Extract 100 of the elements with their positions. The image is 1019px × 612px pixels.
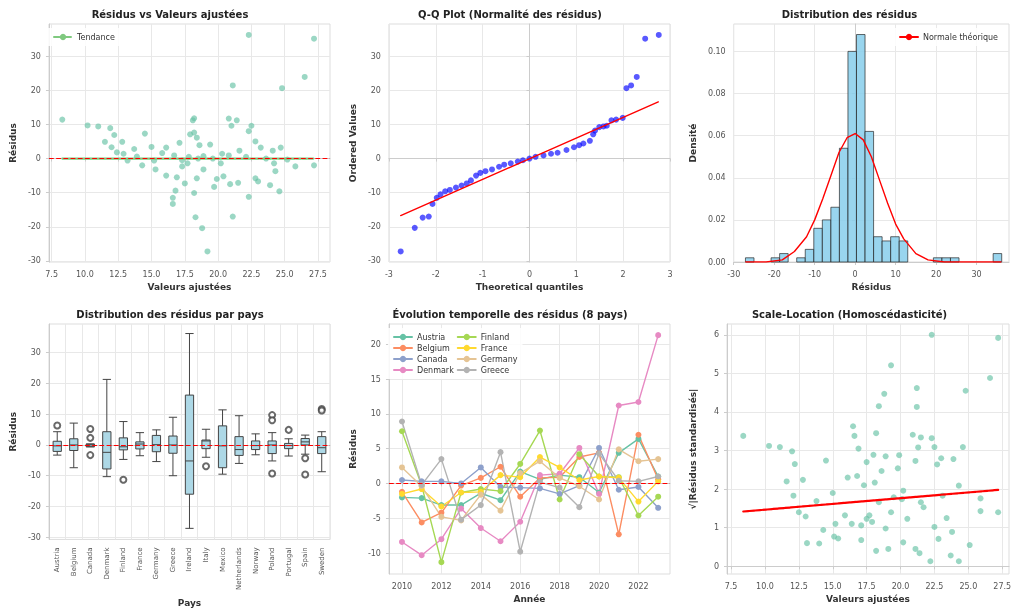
x-tick-label: 15.0 [823,581,842,591]
legend-label: France [480,343,508,353]
y-tick-label: -20 [367,222,381,232]
chart-title: Distribution des résidus [781,8,918,20]
y-tick-label: 10 [370,119,381,129]
x-tick-label: -30 [727,269,741,279]
x-tick-label: 12.5 [789,581,808,591]
y-tick-label: -20 [27,222,41,232]
legend-label: Denmark [417,365,455,375]
legend-label: Tendance [76,32,115,42]
x-axis-title: Theoretical quantiles [475,282,584,293]
y-tick-label: -30 [27,256,41,266]
x-tick-label: 2022 [628,581,649,591]
x-tick-label: 2016 [510,581,531,591]
legend-label: Normale théorique [922,31,999,42]
y-tick-label: 15 [370,374,381,384]
x-tick-label: 7.5 [724,581,738,591]
x-tick-label: 22.5 [242,269,261,279]
y-tick-label: 3 [713,446,719,456]
x-tick-label: 27.5 [993,581,1012,591]
legend-label: Germany [480,354,518,364]
y-tick-label: -30 [27,532,41,542]
x-tick-label: 30 [971,269,982,279]
x-tick-label: 27.5 [309,269,327,279]
x-tick-label: 17.5 [857,581,876,591]
y-axis-title: Résidus [347,429,358,469]
y-axis-title: Résidus [7,411,18,452]
x-tick-label: 17.5 [175,269,194,279]
chart-title: Distribution des résidus par pays [76,308,264,320]
x-tick-label: -20 [767,269,781,279]
y-axis-title: Résidus [7,123,18,163]
legend-label: Greece [480,365,510,375]
y-tick-label: 0 [375,478,381,488]
x-tick-label: -2 [431,269,440,279]
y-tick-label: 30 [30,51,41,61]
chart-title: Évolution temporelle des résidus (8 pays) [392,307,628,320]
x-tick-label: 2020 [588,581,610,591]
x-tick-label: 2014 [470,581,491,591]
x-tick-label: 12.5 [109,269,128,279]
x-tick-label: 22.5 [925,581,944,591]
y-tick-label: -30 [367,256,381,266]
x-axis-title: Valeurs ajustées [147,282,232,293]
x-tick-label: 15.0 [142,269,161,279]
x-axis-title: Année [513,594,546,605]
y-tick-label: -10 [367,188,381,198]
y-tick-label: 20 [370,85,381,95]
y-tick-label: 10 [30,119,41,129]
y-tick-label: 20 [30,85,41,95]
chart-title: Résidus vs Valeurs ajustées [91,8,249,20]
chart-title: Q-Q Plot (Normalité des résidus) [418,8,602,20]
x-tick-label: 25.0 [275,269,294,279]
y-tick-label: 6 [713,330,719,340]
y-tick-label: 20 [30,378,41,388]
x-axis-title: Résidus [851,282,892,293]
x-tick-label: 10.0 [756,581,774,591]
y-tick-label: -5 [372,513,381,523]
y-tick-label: 10 [370,409,381,419]
y-tick-label: 4 [713,407,719,417]
legend-label: Finland [480,332,510,342]
y-tick-label: 0 [375,154,381,164]
y-tick-label: 0 [35,440,41,450]
x-tick-label: 20.0 [209,269,228,279]
x-tick-label: 20 [931,269,942,279]
legend-label: Canada [417,354,448,364]
x-tick-label: -10 [808,269,822,279]
y-axis-title: Densité [687,123,698,163]
x-tick-label: -3 [384,269,393,279]
x-tick-label: 2018 [549,581,570,591]
x-tick-label: 2 [620,269,626,279]
y-tick-label: 30 [30,348,41,358]
y-tick-label: 0.04 [707,173,726,183]
x-tick-label: 10.0 [76,269,94,279]
x-tick-label: 25.0 [959,581,978,591]
y-tick-label: 0.10 [707,46,726,56]
y-tick-label: 5 [713,368,719,378]
y-tick-label: 0.06 [707,131,726,141]
y-tick-label: 5 [375,444,381,454]
x-tick-label: -1 [478,269,487,279]
legend-label: Belgium [417,343,450,353]
y-tick-label: 30 [370,51,381,61]
x-tick-label: 0 [526,269,533,279]
x-tick-label: 10 [890,269,901,279]
y-tick-label: 0 [35,154,41,164]
x-tick-label: 0 [852,269,858,279]
x-tick-label: 1 [573,269,579,279]
y-tick-label: 1 [713,523,719,533]
x-tick-label: 2010 [391,581,413,591]
y-tick-label: 10 [30,409,41,419]
y-tick-label: 0.00 [707,257,726,267]
y-tick-label: 0.08 [707,89,726,98]
x-axis-title: Valeurs ajustées [826,594,910,605]
y-axis-title: √|Résidus standardisés| [687,388,698,510]
y-tick-label: 0.02 [707,215,726,225]
y-tick-label: -20 [27,502,41,511]
y-axis-title: Ordered Values [347,103,358,183]
x-tick-label: 20.0 [891,581,910,591]
chart-title: Scale-Location (Homoscédasticité) [751,308,948,320]
x-tick-label: 7.5 [45,269,58,279]
x-tick-label: 3 [667,269,673,279]
y-tick-label: -10 [27,471,41,481]
